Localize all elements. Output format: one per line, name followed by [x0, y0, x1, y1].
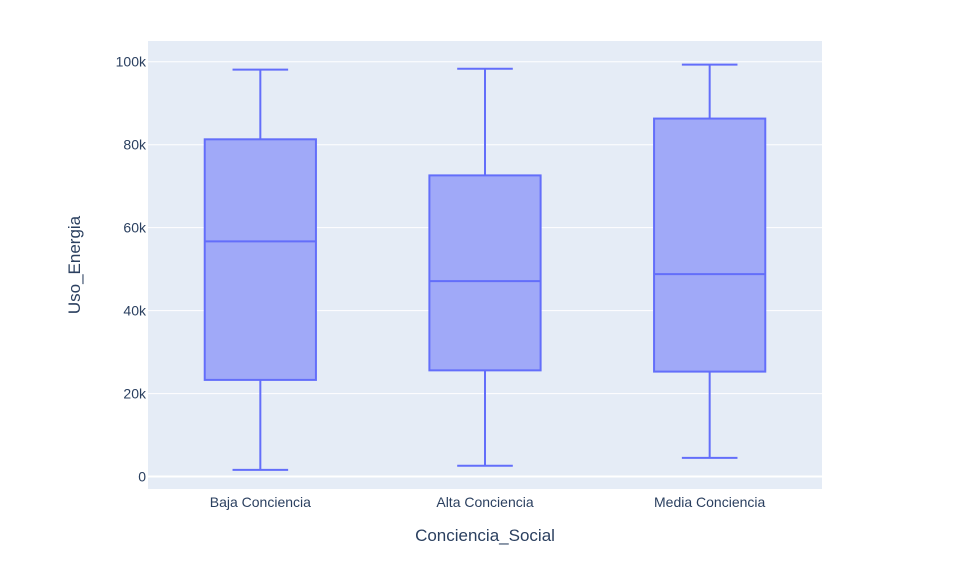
y-tick-label: 80k [123, 137, 147, 153]
x-tick-label: Baja Conciencia [210, 494, 311, 510]
y-tick-label: 0 [138, 469, 146, 485]
iqr-box [203, 138, 317, 381]
y-tick-label: 60k [123, 220, 147, 236]
y-tick-label: 100k [116, 54, 147, 70]
box-baja-conciencia [203, 68, 317, 471]
y-tick-label: 20k [123, 386, 147, 402]
x-axis-ticks: Baja Conciencia Alta Conciencia Media Conc… [210, 494, 766, 510]
box-series [203, 63, 767, 471]
y-axis-ticks: 0 20k 40k 60k 80k 100k [116, 54, 147, 485]
y-tick-label: 40k [123, 303, 147, 319]
box-alta-conciencia [428, 67, 542, 467]
y-axis-title: Uso_Energia [65, 215, 84, 314]
x-tick-label: Alta Conciencia [436, 494, 533, 510]
x-axis-title: Conciencia_Social [415, 526, 555, 545]
box-media-conciencia [653, 63, 767, 459]
iqr-box [428, 174, 542, 372]
x-tick-label: Media Conciencia [654, 494, 765, 510]
iqr-box [653, 117, 767, 373]
